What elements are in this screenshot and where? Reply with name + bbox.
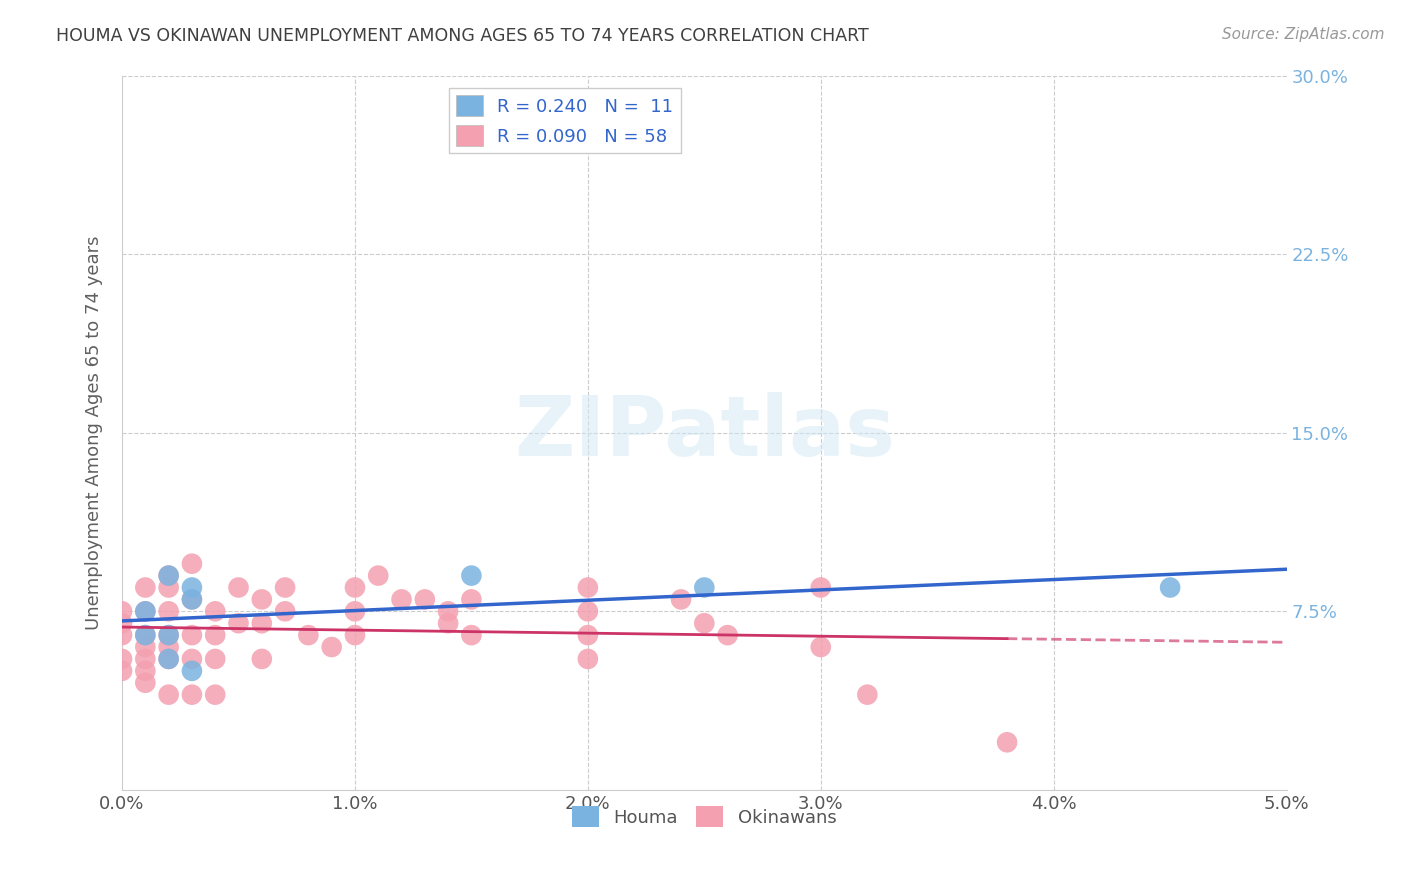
Point <box>576 581 599 595</box>
Point <box>181 688 204 702</box>
Point <box>134 652 156 666</box>
Point <box>181 592 204 607</box>
Point <box>274 581 297 595</box>
Point <box>460 568 482 582</box>
Y-axis label: Unemployment Among Ages 65 to 74 years: Unemployment Among Ages 65 to 74 years <box>86 235 103 630</box>
Point <box>810 581 832 595</box>
Point <box>134 640 156 654</box>
Point <box>157 652 180 666</box>
Point <box>111 604 134 618</box>
Point <box>134 628 156 642</box>
Legend: Houma, Okinawans: Houma, Okinawans <box>565 799 844 835</box>
Point <box>576 628 599 642</box>
Point <box>297 628 319 642</box>
Point <box>157 628 180 642</box>
Text: ZIPatlas: ZIPatlas <box>513 392 894 474</box>
Point <box>228 616 250 631</box>
Text: HOUMA VS OKINAWAN UNEMPLOYMENT AMONG AGES 65 TO 74 YEARS CORRELATION CHART: HOUMA VS OKINAWAN UNEMPLOYMENT AMONG AGE… <box>56 27 869 45</box>
Point <box>111 664 134 678</box>
Point <box>111 652 134 666</box>
Point <box>343 604 366 618</box>
Point <box>204 628 226 642</box>
Point <box>250 652 273 666</box>
Point <box>157 568 180 582</box>
Point <box>576 604 599 618</box>
Point <box>181 652 204 666</box>
Point <box>437 604 460 618</box>
Point <box>157 604 180 618</box>
Point <box>250 616 273 631</box>
Point <box>134 604 156 618</box>
Point <box>321 640 343 654</box>
Text: Source: ZipAtlas.com: Source: ZipAtlas.com <box>1222 27 1385 42</box>
Point <box>810 640 832 654</box>
Point <box>717 628 740 642</box>
Point <box>204 604 226 618</box>
Point <box>134 604 156 618</box>
Point <box>134 628 156 642</box>
Point <box>391 592 413 607</box>
Point <box>343 581 366 595</box>
Point <box>157 568 180 582</box>
Point <box>250 592 273 607</box>
Point <box>181 557 204 571</box>
Point <box>204 652 226 666</box>
Point <box>181 592 204 607</box>
Point <box>693 581 716 595</box>
Point <box>134 675 156 690</box>
Point <box>181 628 204 642</box>
Point <box>460 628 482 642</box>
Point <box>134 581 156 595</box>
Point <box>228 581 250 595</box>
Point <box>181 581 204 595</box>
Point <box>157 688 180 702</box>
Point <box>693 616 716 631</box>
Point <box>437 616 460 631</box>
Point <box>576 652 599 666</box>
Point <box>134 664 156 678</box>
Point <box>995 735 1018 749</box>
Point <box>157 581 180 595</box>
Point <box>157 628 180 642</box>
Point <box>111 616 134 631</box>
Point <box>111 628 134 642</box>
Point <box>157 640 180 654</box>
Point <box>367 568 389 582</box>
Point <box>343 628 366 642</box>
Point <box>274 604 297 618</box>
Point <box>157 652 180 666</box>
Point <box>1159 581 1181 595</box>
Point <box>460 592 482 607</box>
Point <box>669 592 692 607</box>
Point <box>856 688 879 702</box>
Point <box>204 688 226 702</box>
Point <box>413 592 436 607</box>
Point <box>181 664 204 678</box>
